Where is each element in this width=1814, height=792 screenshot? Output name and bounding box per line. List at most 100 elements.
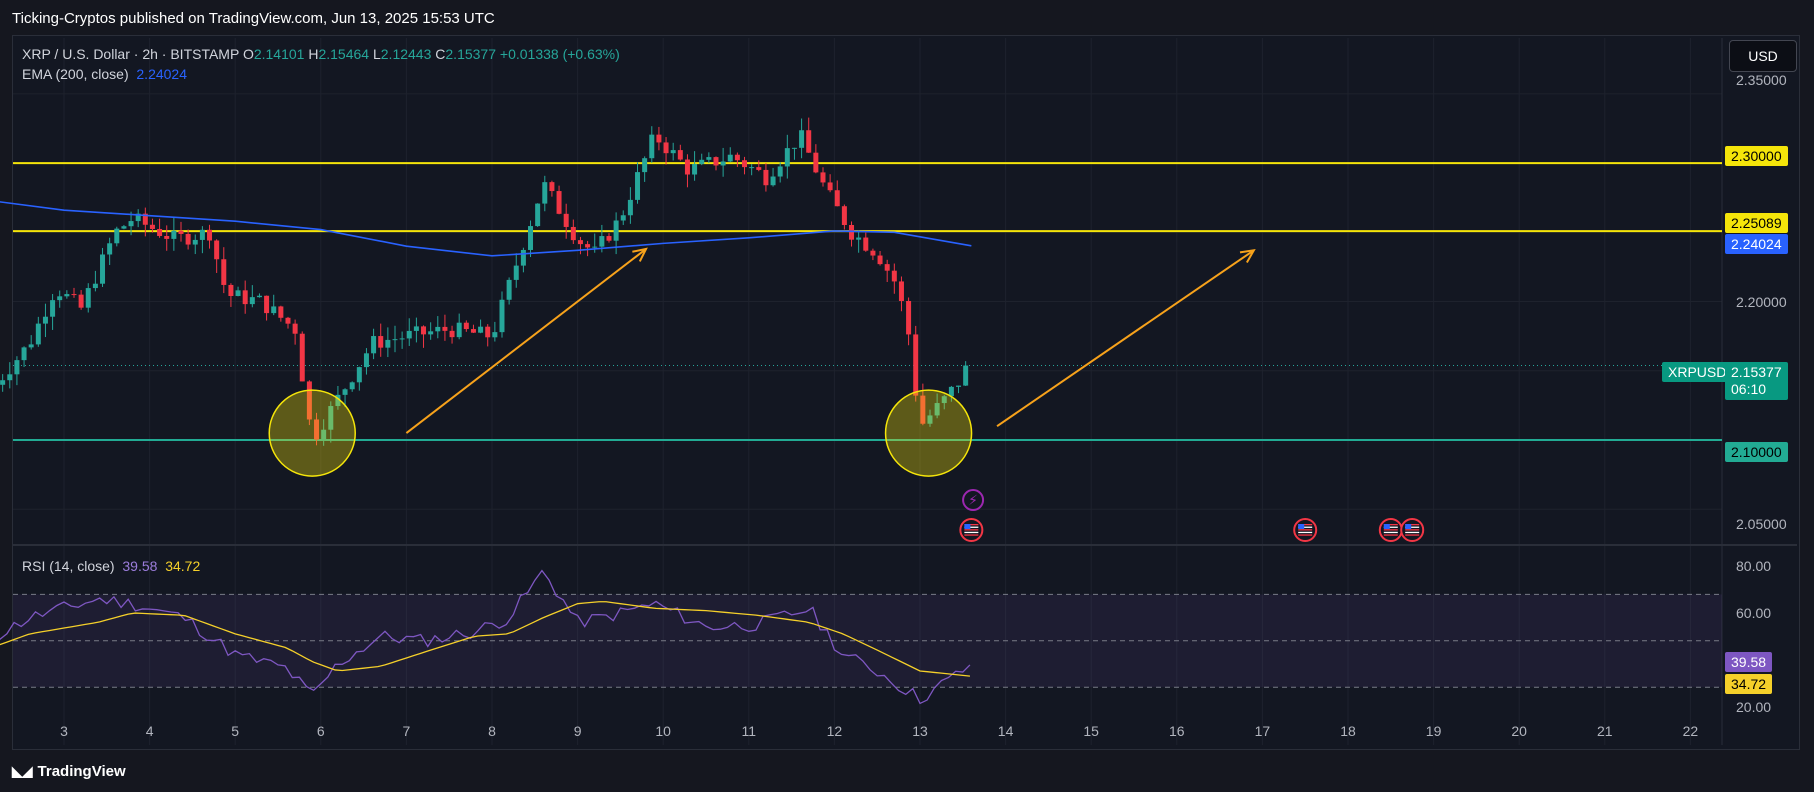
us-flag-icon: [1298, 529, 1313, 531]
candle-body: [827, 182, 833, 191]
footer: ◣◢ TradingView: [12, 760, 126, 782]
candle-body: [777, 166, 783, 177]
us-flag-icon: [1298, 524, 1313, 526]
candle-body: [371, 336, 377, 354]
candle-body: [963, 365, 969, 386]
candle-body: [927, 415, 933, 424]
candle-body: [7, 374, 13, 381]
ema-legend[interactable]: EMA (200, close) 2.24024: [22, 66, 187, 82]
currency-button[interactable]: USD: [1729, 40, 1797, 72]
candle-body: [413, 326, 419, 331]
level-tag-2100: 2.10000: [1725, 442, 1788, 462]
candle-body: [513, 265, 519, 280]
footer-brand: TradingView: [37, 762, 126, 780]
candle-body: [898, 281, 904, 301]
candle-body: [249, 297, 255, 305]
us-flag-icon: [1383, 524, 1390, 529]
rsi-axis-label: 20.00: [1736, 699, 1772, 715]
low-label: L: [372, 46, 381, 62]
last-price: 2.15377: [1731, 364, 1782, 380]
candle-body: [670, 150, 676, 154]
candle-body: [528, 226, 534, 250]
candle-body: [428, 331, 434, 335]
candle-body: [549, 182, 555, 192]
symbol-tag: XRPUSD: [1662, 362, 1733, 382]
bar-countdown: 06:10: [1731, 381, 1767, 397]
us-flag-icon: [1405, 531, 1420, 534]
us-flag-icon: [964, 529, 979, 531]
candle-body: [314, 419, 320, 440]
candle-body: [592, 246, 598, 248]
time-axis-label: 17: [1254, 723, 1271, 739]
candle-body: [606, 236, 612, 241]
candle-body: [727, 154, 733, 162]
candle-body: [706, 157, 712, 160]
candle-body: [171, 230, 177, 239]
candle-body: [78, 294, 84, 308]
candle-body: [135, 213, 141, 222]
candle-body: [442, 326, 448, 331]
rsi-legend[interactable]: RSI (14, close) 39.58 34.72: [22, 558, 200, 574]
candle-body: [620, 215, 626, 221]
candle-body: [649, 134, 655, 159]
rsi-label: RSI (14, close): [22, 558, 115, 574]
close-label: C: [435, 46, 446, 62]
us-flag-icon: [1383, 531, 1398, 534]
candle-body: [520, 249, 526, 266]
rsi-value: 39.58: [122, 558, 158, 574]
us-flag-icon: [1405, 526, 1420, 528]
candle-body: [941, 396, 947, 404]
level-tag-2251: 2.25089: [1725, 213, 1788, 233]
candle-body: [470, 329, 476, 333]
candle-body: [221, 259, 227, 285]
candle-body: [149, 224, 155, 229]
us-flag-icon: [1383, 524, 1398, 526]
candle-body: [599, 236, 605, 247]
time-axis-label: 20: [1511, 723, 1527, 739]
candle-body: [742, 160, 748, 168]
candle-body: [585, 244, 591, 248]
us-flag-icon: [964, 524, 971, 529]
lightning-icon: ⚡: [968, 493, 978, 509]
candle-body: [107, 243, 113, 255]
candle-body: [627, 199, 633, 216]
open-value: 2.14101: [253, 46, 305, 62]
candle-body: [556, 191, 562, 214]
candle-body: [834, 190, 840, 207]
candle-body: [749, 167, 755, 169]
rsi-ma-value: 34.72: [165, 558, 201, 574]
time-axis-label: 11: [741, 723, 757, 739]
candle-body: [577, 240, 583, 245]
ema-label: EMA (200, close): [22, 66, 129, 82]
candle-body: [863, 237, 869, 251]
candle-body: [92, 283, 98, 289]
time-axis-label: 22: [1682, 723, 1699, 739]
open-label: O: [242, 46, 254, 62]
us-flag-icon: [964, 524, 979, 526]
candle-body: [114, 228, 120, 244]
change-value: +0.01338 (+0.63%): [499, 46, 620, 62]
rsi-line: [0, 569, 971, 705]
time-axis-label: 13: [912, 723, 928, 739]
candle-body: [378, 336, 384, 348]
candle-body: [64, 294, 70, 297]
highlight-circle: [268, 389, 356, 477]
candle-body: [449, 330, 455, 338]
candle-body: [720, 161, 726, 166]
ema-tag: 2.24024: [1725, 234, 1788, 254]
time-axis-label: 3: [60, 723, 68, 739]
rsi-axis-label: 80.00: [1736, 558, 1772, 574]
candle-body: [784, 148, 790, 167]
candle-body: [956, 385, 962, 387]
time-axis-label: 4: [145, 723, 154, 739]
trend-arrowhead: [632, 247, 648, 262]
candle-body: [121, 226, 127, 229]
candle-body: [199, 229, 205, 240]
time-axis-label: 18: [1340, 723, 1356, 739]
candle-body: [342, 389, 348, 395]
candle-body: [85, 288, 91, 308]
candle-body: [306, 381, 312, 420]
symbol-label[interactable]: XRP / U.S. Dollar · 2h · BITSTAMP: [22, 46, 240, 62]
candle-body: [157, 228, 163, 236]
